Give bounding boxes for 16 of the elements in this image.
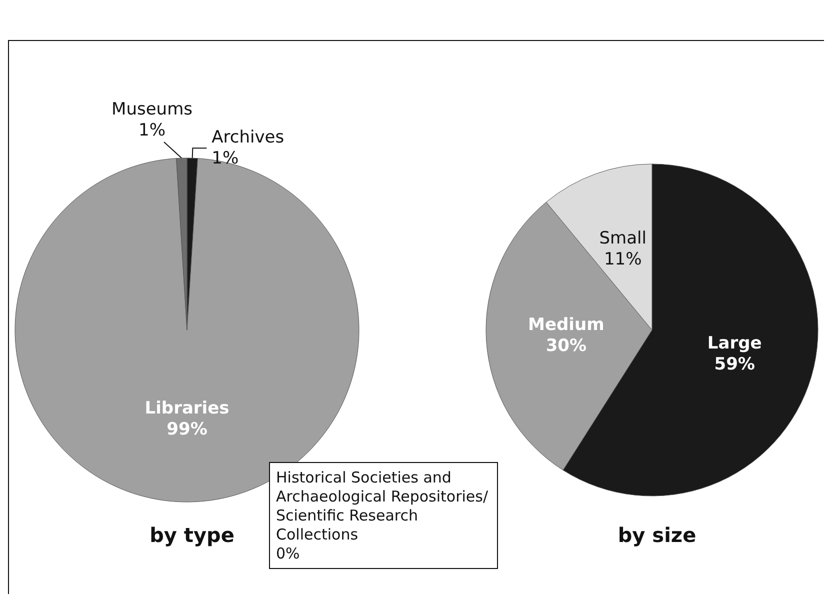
data-label: 59% [714,354,755,374]
text: by size [618,523,696,547]
slice-label: Small [599,228,646,249]
slice-label: Large [707,333,762,354]
data-label: 11% [604,250,642,270]
slice-label: Medium [528,314,604,335]
slice-label: Libraries [144,398,230,418]
category-label: Historical Societies and Archaeological Repositories/Scientific Research Collections [276,468,488,544]
data-label: 99% [166,420,208,440]
text: 0% [276,544,300,562]
slice-label: Archives [212,128,284,148]
data-label: 30% [546,336,587,356]
data-label: 1% [138,120,166,140]
data-label: 1% [212,148,239,169]
slice-label: Museums [112,100,193,120]
text: by type [150,523,234,547]
